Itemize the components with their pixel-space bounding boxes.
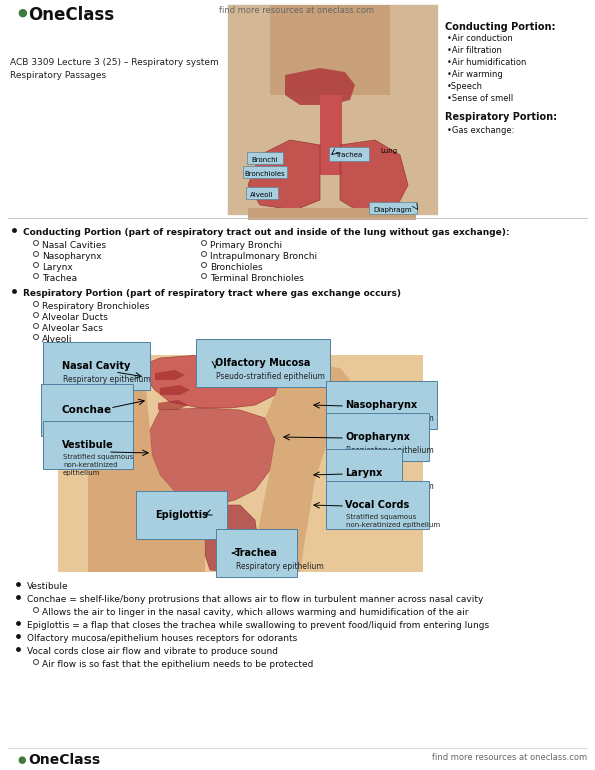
Text: find more resources at oneclass.com: find more resources at oneclass.com <box>220 6 375 15</box>
Text: Trachea: Trachea <box>42 274 77 283</box>
Text: Diaphragm: Diaphragm <box>374 207 412 213</box>
Text: OneClass: OneClass <box>28 753 100 767</box>
Text: Vestibule: Vestibule <box>62 440 114 450</box>
Text: Bronchioles: Bronchioles <box>245 171 286 177</box>
Text: OneClass: OneClass <box>28 6 114 24</box>
Text: Pseudo-stratified epithelium: Pseudo-stratified epithelium <box>216 372 325 381</box>
Text: Stratified squamous
non-keratinized
epithelium: Stratified squamous non-keratinized epit… <box>63 454 133 476</box>
Text: Vestibule: Vestibule <box>27 582 68 591</box>
Text: Nasopharynx: Nasopharynx <box>345 400 417 410</box>
Text: Oropharynx: Oropharynx <box>345 432 410 442</box>
FancyBboxPatch shape <box>270 5 390 95</box>
Text: Conducting Portion:: Conducting Portion: <box>445 22 556 32</box>
FancyBboxPatch shape <box>246 187 278 199</box>
Polygon shape <box>340 140 408 212</box>
FancyBboxPatch shape <box>329 147 369 161</box>
Text: •Speech: •Speech <box>447 82 483 91</box>
Text: Trachea: Trachea <box>235 548 278 558</box>
Text: Lung: Lung <box>380 148 397 154</box>
Text: Alveolar Ducts: Alveolar Ducts <box>42 313 108 322</box>
Polygon shape <box>160 385 190 395</box>
Text: Conchae = shelf-like/bony protrusions that allows air to flow in turbulent manne: Conchae = shelf-like/bony protrusions th… <box>27 595 483 604</box>
Text: Larynx: Larynx <box>42 263 73 272</box>
Text: Respiratory epithelium: Respiratory epithelium <box>346 414 434 423</box>
Polygon shape <box>205 505 260 572</box>
Text: Nasopharynx: Nasopharynx <box>42 252 102 261</box>
Text: Olfactory mucosa/epithelium houses receptors for odorants: Olfactory mucosa/epithelium houses recep… <box>27 634 298 643</box>
FancyBboxPatch shape <box>369 202 417 214</box>
Text: Vocal cords close air flow and vibrate to produce sound: Vocal cords close air flow and vibrate t… <box>27 647 278 656</box>
Text: Terminal Bronchioles: Terminal Bronchioles <box>210 274 304 283</box>
FancyBboxPatch shape <box>243 166 287 178</box>
Text: Epiglottis: Epiglottis <box>155 510 208 520</box>
Text: Epiglottis = a flap that closes the trachea while swallowing to prevent food/liq: Epiglottis = a flap that closes the trac… <box>27 621 489 630</box>
Text: Respiratory Portion (part of respiratory tract where gas exchange occurs): Respiratory Portion (part of respiratory… <box>23 289 401 298</box>
Text: Trachea: Trachea <box>336 152 362 158</box>
Text: Nasal Cavity: Nasal Cavity <box>62 361 130 371</box>
Polygon shape <box>155 370 185 380</box>
Text: •Sense of smell: •Sense of smell <box>447 94 513 103</box>
Text: •Air humidification: •Air humidification <box>447 58 527 67</box>
Text: Respiratory Portion:: Respiratory Portion: <box>445 112 557 122</box>
Text: ●: ● <box>18 755 26 765</box>
Text: Respiratory epithelium: Respiratory epithelium <box>346 482 434 491</box>
Text: find more resources at oneclass.com: find more resources at oneclass.com <box>432 753 587 762</box>
Text: Bronchioles: Bronchioles <box>210 263 262 272</box>
Text: Respiratory Bronchioles: Respiratory Bronchioles <box>42 302 149 311</box>
Text: Olfactory Mucosa: Olfactory Mucosa <box>215 358 311 368</box>
Text: Alveoli: Alveoli <box>250 192 274 198</box>
Polygon shape <box>150 408 275 505</box>
Text: •Air conduction: •Air conduction <box>447 34 513 43</box>
Text: Respiratory epithelium: Respiratory epithelium <box>236 562 324 571</box>
FancyBboxPatch shape <box>58 355 423 572</box>
Text: Stratified squamous
non-keratinized epithelium: Stratified squamous non-keratinized epit… <box>346 514 440 528</box>
Text: Respiratory epithelium: Respiratory epithelium <box>63 375 151 384</box>
Text: Primary Bronchi: Primary Bronchi <box>210 241 282 250</box>
Text: Allows the air to linger in the nasal cavity, which allows warming and humidific: Allows the air to linger in the nasal ca… <box>42 608 468 617</box>
Text: Alveolar Sacs: Alveolar Sacs <box>42 324 103 333</box>
Polygon shape <box>130 355 280 408</box>
Text: Nasal Cavities: Nasal Cavities <box>42 241 106 250</box>
Text: Air flow is so fast that the epithelium needs to be protected: Air flow is so fast that the epithelium … <box>42 660 314 669</box>
Polygon shape <box>255 365 350 572</box>
Text: Conchae: Conchae <box>62 405 112 415</box>
Polygon shape <box>88 358 205 572</box>
Text: Vocal Cords: Vocal Cords <box>345 500 409 510</box>
FancyBboxPatch shape <box>320 95 342 175</box>
Text: Larynx: Larynx <box>345 468 382 478</box>
Text: ●: ● <box>17 8 27 18</box>
FancyBboxPatch shape <box>228 5 438 215</box>
Text: •Air filtration: •Air filtration <box>447 46 502 55</box>
Text: Conducting Portion (part of respiratory tract out and inside of the lung without: Conducting Portion (part of respiratory … <box>23 228 509 237</box>
Text: Alveoli: Alveoli <box>42 335 73 344</box>
Polygon shape <box>158 400 188 410</box>
Text: Intrapulmonary Bronchi: Intrapulmonary Bronchi <box>210 252 317 261</box>
Text: •Air warming: •Air warming <box>447 70 503 79</box>
Text: Bronchi: Bronchi <box>252 157 278 163</box>
FancyBboxPatch shape <box>247 152 283 164</box>
Text: ACB 3309 Lecture 3 (25) – Respiratory system
Respiratory Passages: ACB 3309 Lecture 3 (25) – Respiratory sy… <box>10 58 219 80</box>
Polygon shape <box>285 68 355 105</box>
Text: •Gas exchange:: •Gas exchange: <box>447 126 514 135</box>
Polygon shape <box>248 140 320 210</box>
Text: Respiratory epithelium: Respiratory epithelium <box>346 446 434 455</box>
FancyBboxPatch shape <box>248 208 416 220</box>
